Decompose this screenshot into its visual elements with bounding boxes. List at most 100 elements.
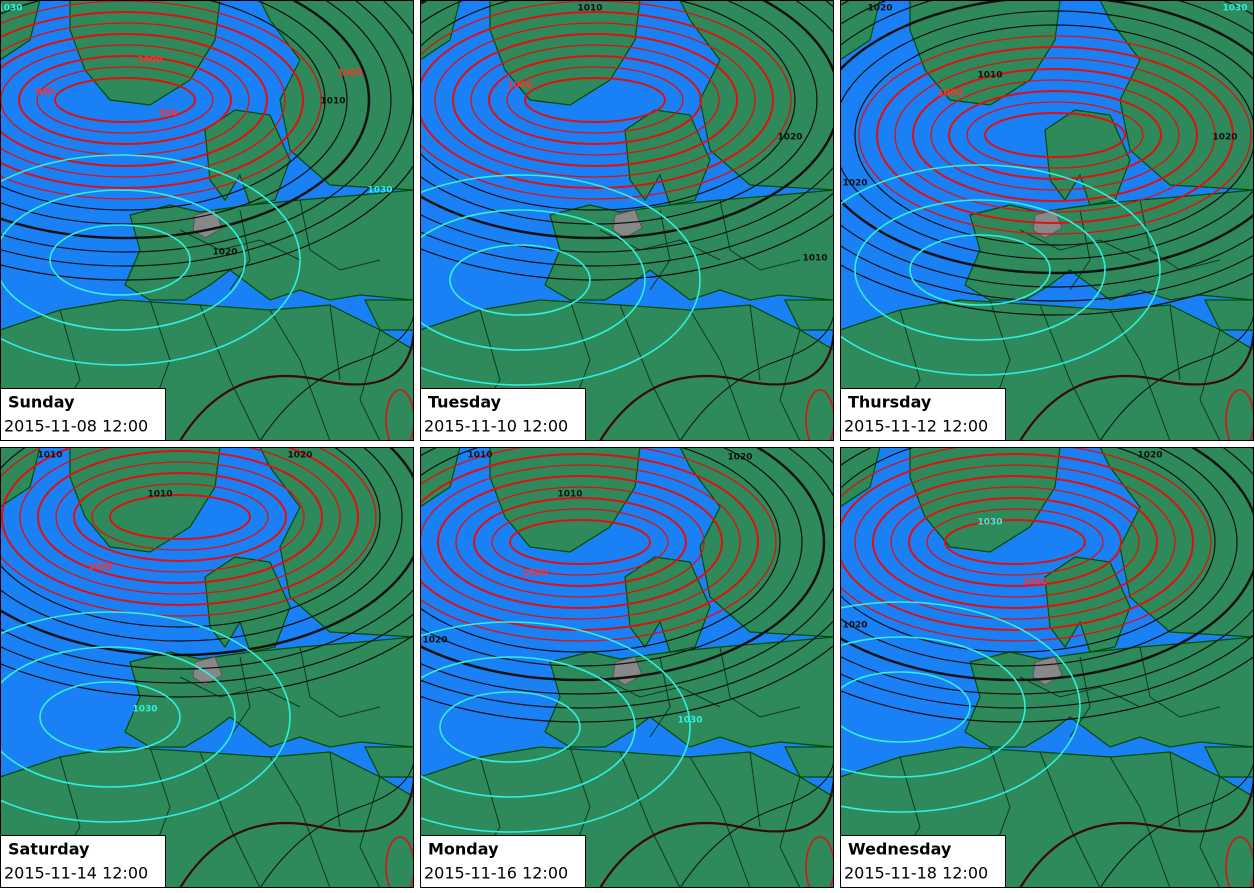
isobar-high bbox=[420, 174, 701, 386]
map-panel: 1020 1020 1030 1000 1010 1020 Thursday 2015-11-… bbox=[840, 0, 1254, 441]
isobar-label: 1030 bbox=[977, 518, 1002, 528]
isobar-low bbox=[926, 508, 1104, 576]
border bbox=[299, 646, 381, 718]
border bbox=[329, 304, 341, 381]
isobar bbox=[0, 0, 414, 281]
map-panel: 1010 1020 1010 1000 1020 1030 Monday 2015-11-16… bbox=[420, 447, 834, 888]
caption-box bbox=[420, 835, 586, 888]
isobar-low bbox=[109, 494, 251, 540]
isobar bbox=[420, 0, 834, 267]
isobar-low bbox=[420, 464, 741, 620]
day-label: Sunday bbox=[8, 393, 75, 412]
panel-frame bbox=[0, 0, 414, 441]
map-body: 1020 1030 1000 1020 bbox=[840, 447, 1254, 888]
panel-frame bbox=[840, 447, 1254, 888]
isobar bbox=[840, 447, 1216, 653]
isobar-high bbox=[420, 209, 646, 351]
day-label: Thursday bbox=[848, 393, 932, 412]
isobar-label: 1000 bbox=[87, 563, 112, 573]
border bbox=[719, 199, 801, 271]
border bbox=[229, 209, 251, 291]
isobar-high bbox=[49, 224, 191, 296]
isobar-low bbox=[876, 46, 1234, 224]
isobar-low bbox=[452, 33, 738, 167]
border bbox=[199, 751, 261, 888]
caption-box bbox=[840, 388, 1006, 441]
border bbox=[1019, 229, 1141, 261]
isobar-low bbox=[73, 472, 287, 562]
isobar-high bbox=[420, 621, 691, 833]
isobar-low bbox=[37, 450, 323, 584]
isobar-low bbox=[18, 55, 232, 145]
isobar bbox=[420, 447, 834, 709]
border bbox=[1169, 751, 1181, 828]
land bbox=[489, 447, 641, 553]
isobar-low bbox=[894, 57, 1216, 213]
isobar bbox=[0, 612, 414, 684]
isobar bbox=[0, 447, 381, 628]
isobar bbox=[840, 0, 1254, 275]
isobar-high bbox=[840, 671, 971, 743]
isobar bbox=[420, 0, 834, 253]
land bbox=[0, 0, 41, 61]
isobar bbox=[259, 300, 414, 441]
isobar-low bbox=[1, 447, 359, 606]
border bbox=[619, 304, 681, 441]
map-panel: 1010 1020 1010 1000 1030 Saturday 2015-11-14 1… bbox=[0, 447, 414, 888]
isobar-high bbox=[0, 189, 246, 331]
isobar bbox=[0, 0, 371, 240]
isobar bbox=[1099, 747, 1254, 888]
isobar-low bbox=[36, 66, 214, 134]
border bbox=[1069, 209, 1091, 291]
border bbox=[1039, 751, 1101, 888]
isobar-low bbox=[455, 486, 705, 598]
border bbox=[1169, 304, 1181, 381]
isobar-high bbox=[449, 244, 591, 316]
border bbox=[299, 199, 381, 271]
isobar bbox=[0, 447, 403, 642]
border bbox=[179, 676, 301, 708]
datetime-label: 2015-11-08 12:00 bbox=[4, 417, 148, 436]
isobar-low bbox=[470, 44, 720, 156]
isobar-label: 1020 bbox=[1137, 451, 1162, 461]
isobar bbox=[840, 447, 1254, 709]
isobar-low bbox=[509, 519, 651, 565]
isobar-low bbox=[524, 77, 666, 123]
isobar bbox=[840, 0, 1254, 316]
isobar-label: 1010 bbox=[37, 451, 62, 461]
day-label: Saturday bbox=[8, 840, 90, 859]
isobar-label: 1030 bbox=[367, 186, 392, 196]
border bbox=[719, 646, 801, 718]
map-body: 1010 1020 1010 1000 1030 bbox=[0, 447, 414, 888]
isobar-label: 1020 bbox=[867, 4, 892, 14]
isobar bbox=[840, 0, 1254, 302]
day-label: Tuesday bbox=[428, 393, 502, 412]
isobar bbox=[420, 447, 803, 667]
isobar bbox=[0, 0, 348, 225]
isobar-low bbox=[420, 11, 774, 189]
isobar bbox=[1099, 300, 1254, 441]
datetime-label: 2015-11-16 12:00 bbox=[424, 864, 568, 883]
caption-box bbox=[0, 388, 166, 441]
isobar-low bbox=[858, 35, 1252, 235]
map-panel: 1010 1000 1020 1010 Tuesday 2015-11-10 12:00 bbox=[420, 0, 834, 441]
isobar bbox=[679, 747, 834, 888]
isobar-low bbox=[488, 55, 702, 145]
isobar-label: 990 bbox=[159, 109, 178, 119]
isobar-label: 1010 bbox=[577, 4, 602, 14]
isobar-label: 1010 bbox=[802, 254, 827, 264]
isobar bbox=[0, 0, 392, 253]
isobar-label: 1020 bbox=[842, 621, 867, 631]
isobar bbox=[0, 634, 414, 698]
land bbox=[1099, 0, 1254, 191]
isobar-label: 1010 bbox=[467, 451, 492, 461]
isobar-high bbox=[0, 611, 291, 823]
border bbox=[1199, 329, 1221, 441]
isobar bbox=[420, 213, 834, 281]
isobar-low bbox=[420, 447, 777, 642]
isobar-low bbox=[854, 464, 1176, 620]
isobar-low bbox=[840, 447, 1212, 642]
land bbox=[784, 746, 834, 778]
border bbox=[619, 751, 681, 888]
